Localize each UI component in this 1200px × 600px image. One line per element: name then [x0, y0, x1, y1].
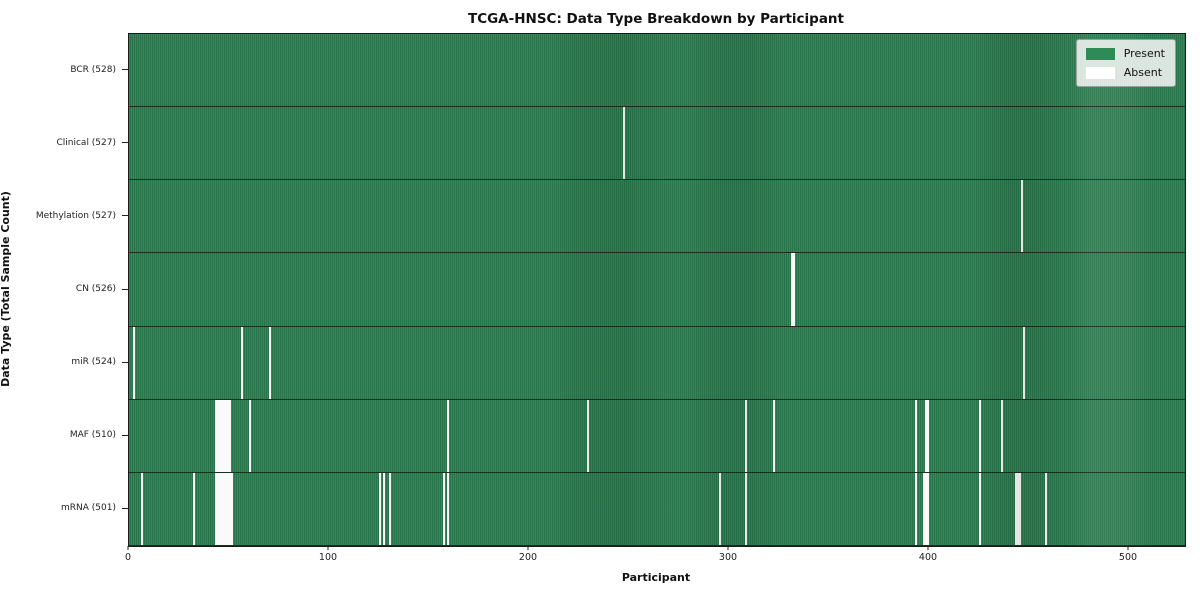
y-tick-mark [122, 361, 128, 363]
chart-title: TCGA-HNSC: Data Type Breakdown by Partic… [467, 11, 844, 27]
absent-stripe [793, 253, 795, 326]
absent-stripe [215, 472, 217, 545]
absent-stripe [791, 253, 793, 326]
x-tick-mark [727, 546, 729, 550]
x-tick-label-400: 400 [918, 552, 938, 563]
absent-stripe [745, 472, 747, 545]
absent-stripe [1019, 472, 1021, 545]
y-axis: BCR (528) Clinical (527) Methylation (527)… [0, 33, 128, 545]
x-tick-mark [1127, 546, 1129, 550]
absent-stripe [225, 472, 227, 545]
heatmap-row-bcr [129, 34, 1185, 108]
absent-stripe [383, 472, 385, 545]
absent-stripe [229, 399, 231, 472]
absent-stripe [927, 399, 929, 472]
absent-stripe [217, 472, 219, 545]
legend-label-absent: Absent [1123, 66, 1163, 79]
y-tick-mark [122, 215, 128, 217]
absent-stripe [241, 326, 243, 399]
absent-stripe [915, 399, 917, 472]
absent-stripe [915, 472, 917, 545]
absent-stripe [193, 472, 195, 545]
legend-entry-absent: Absent [1085, 66, 1165, 79]
absent-stripe [443, 472, 445, 545]
y-tick-label-maf: MAF (510) [69, 430, 116, 441]
absent-stripe [587, 399, 589, 472]
heatmap-row-cn [129, 253, 1185, 327]
absent-stripe [227, 472, 229, 545]
absent-stripe [389, 472, 391, 545]
y-tick-mark [122, 507, 128, 509]
x-tick-label-300: 300 [718, 552, 738, 563]
y-tick-mark [122, 288, 128, 290]
legend-entry-present: Present [1085, 47, 1165, 60]
x-tick-label-200: 200 [518, 552, 538, 563]
y-tick-label-mrna: mRNA (501) [61, 503, 116, 514]
absent-stripe [219, 472, 221, 545]
absent-stripe [223, 472, 225, 545]
absent-stripe [269, 326, 271, 399]
absent-stripe [719, 472, 721, 545]
absent-stripe [979, 472, 981, 545]
x-tick-label-0: 0 [124, 552, 132, 563]
heatmap-row-maf [129, 399, 1185, 473]
absent-stripe [231, 472, 233, 545]
y-tick-mark [122, 69, 128, 71]
x-tick-label-500: 500 [1118, 552, 1138, 563]
absent-stripe [219, 399, 221, 472]
absent-stripe [979, 399, 981, 472]
y-tick-label-bcr: BCR (528) [70, 64, 116, 75]
absent-stripe [217, 399, 219, 472]
absent-stripe [227, 399, 229, 472]
absent-stripe [141, 472, 143, 545]
y-tick-label-cn: CN (526) [75, 284, 116, 294]
x-tick-label-100: 100 [318, 552, 338, 563]
absent-stripe [1015, 472, 1017, 545]
x-tick-mark [527, 546, 529, 550]
absent-stripe [215, 399, 217, 472]
absent-stripe [132, 326, 135, 399]
absent-stripe [379, 472, 381, 545]
heatmap-row-clinical [129, 107, 1185, 181]
x-axis: 0 100 200 300 400 500 [124, 546, 1184, 570]
absent-stripe [1017, 472, 1019, 545]
y-tick-mark [122, 142, 128, 144]
y-tick-mark [122, 434, 128, 436]
absent-stripe [447, 399, 449, 472]
absent-stripe [1045, 472, 1047, 545]
x-tick-mark [127, 546, 129, 550]
absent-stripe [925, 399, 927, 472]
heatmap-row-mrna [129, 472, 1185, 546]
x-tick-mark [327, 546, 329, 550]
absent-stripe [1023, 326, 1025, 399]
absent-stripe [447, 472, 449, 545]
absent-stripe [229, 472, 231, 545]
heatmap-row-methylation [129, 180, 1185, 254]
y-tick-label-methylation: Methylation (527) [35, 210, 116, 221]
legend-label-present: Present [1123, 47, 1165, 60]
absent-stripe [1001, 399, 1003, 472]
x-tick-mark [927, 546, 929, 550]
absent-stripe [223, 399, 225, 472]
absent-stripe [221, 472, 223, 545]
plot-area: Present Absent [128, 33, 1186, 547]
absent-stripe [773, 399, 775, 472]
heatmap-row-mir [129, 326, 1185, 400]
absent-stripe [225, 399, 227, 472]
y-tick-label-clinical: Clinical (527) [56, 137, 116, 148]
y-tick-label-mir: miR (524) [71, 357, 116, 368]
absent-stripe [927, 472, 929, 545]
absent-stripe [623, 107, 625, 180]
absent-stripe [249, 399, 251, 472]
absent-stripe [1021, 180, 1023, 253]
legend: Present Absent [1075, 39, 1176, 87]
absent-swatch [1085, 66, 1115, 79]
present-swatch [1085, 47, 1115, 60]
absent-stripe [925, 472, 927, 545]
absent-stripe [221, 399, 223, 472]
x-axis-title: Participant [621, 571, 691, 584]
absent-stripe [923, 472, 925, 545]
absent-stripe [745, 399, 747, 472]
